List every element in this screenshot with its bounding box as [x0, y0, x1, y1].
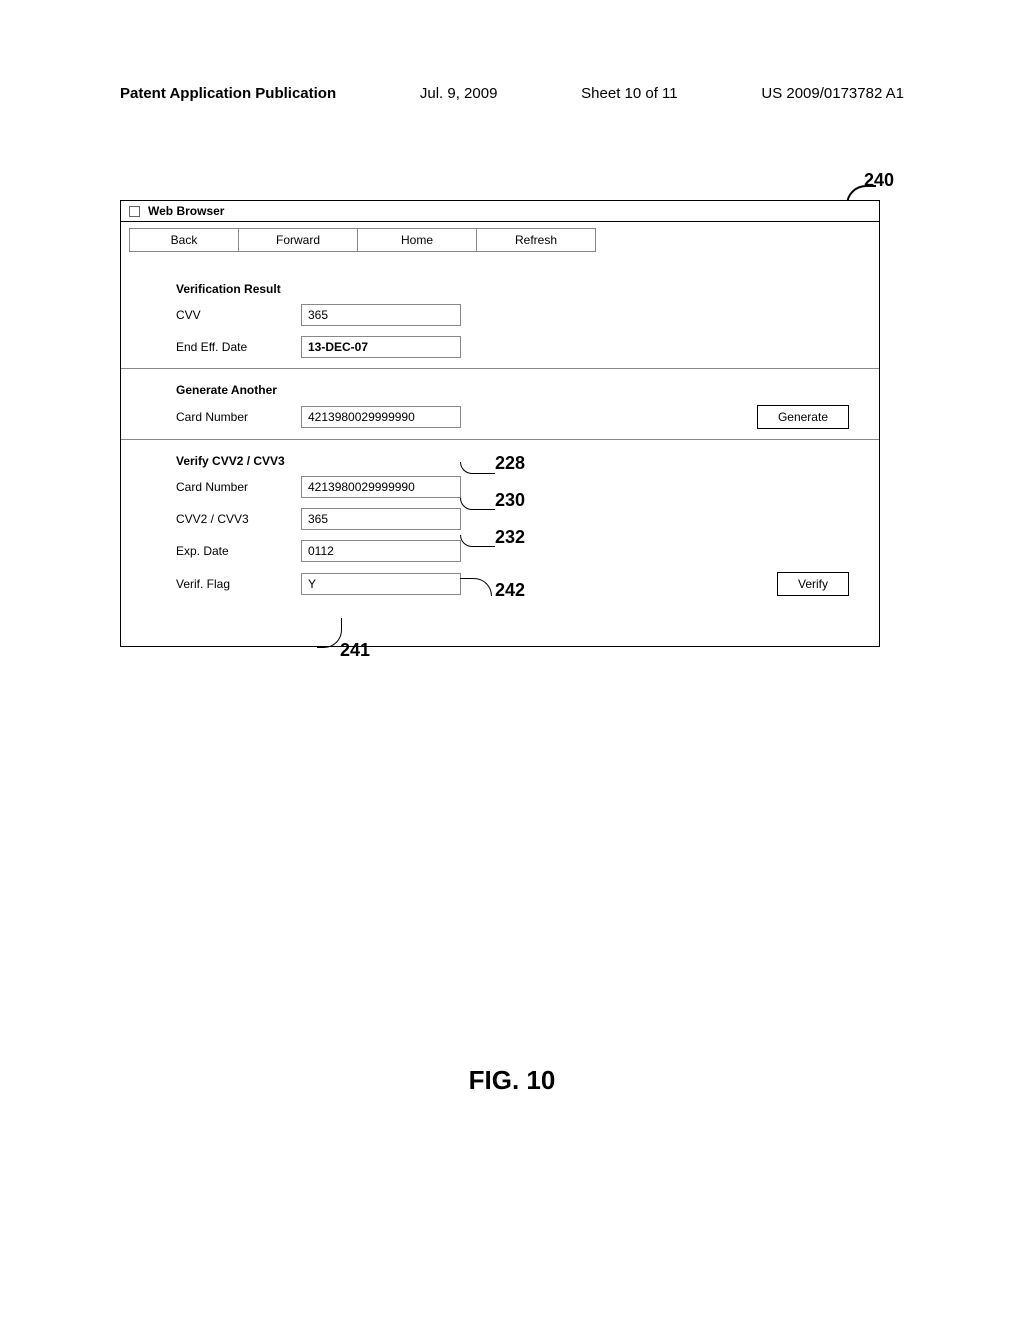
ref-232-label: 232	[495, 527, 525, 548]
publication-date: Jul. 9, 2009	[420, 85, 498, 102]
cvv-output[interactable]	[301, 304, 461, 326]
exp-date-label: Exp. Date	[176, 544, 301, 558]
ref-232-connector	[460, 535, 495, 547]
generate-button[interactable]: Generate	[757, 405, 849, 429]
verif-flag-input[interactable]	[301, 573, 461, 595]
refresh-button[interactable]: Refresh	[476, 228, 596, 252]
ref-228-connector	[460, 462, 495, 474]
generate-another-title: Generate Another	[176, 383, 859, 397]
ref-230-connector	[460, 498, 495, 510]
generate-card-input[interactable]	[301, 406, 461, 428]
verify-cvv-label: CVV2 / CVV3	[176, 512, 301, 526]
forward-button[interactable]: Forward	[238, 228, 358, 252]
cvv-row: CVV	[176, 304, 859, 326]
verification-result-title: Verification Result	[176, 282, 859, 296]
verify-cvv-input[interactable]	[301, 508, 461, 530]
publication-type: Patent Application Publication	[120, 85, 336, 102]
browser-toolbar: Back Forward Home Refresh	[121, 222, 879, 258]
exp-date-input[interactable]	[301, 540, 461, 562]
figure-caption: FIG. 10	[0, 1065, 1024, 1096]
home-button[interactable]: Home	[357, 228, 477, 252]
generate-card-row: Card Number Generate	[176, 405, 859, 429]
patent-header: Patent Application Publication Jul. 9, 2…	[0, 85, 1024, 102]
end-eff-date-output[interactable]	[301, 336, 461, 358]
browser-title-bar: Web Browser	[121, 201, 879, 222]
divider-2	[121, 439, 879, 440]
divider-1	[121, 368, 879, 369]
sheet-number: Sheet 10 of 11	[581, 85, 677, 102]
ref-228-label: 228	[495, 453, 525, 474]
ref-230-label: 230	[495, 490, 525, 511]
end-eff-date-label: End Eff. Date	[176, 340, 301, 354]
back-button[interactable]: Back	[129, 228, 239, 252]
verify-button[interactable]: Verify	[777, 572, 849, 596]
window-icon	[129, 206, 140, 217]
cvv-label: CVV	[176, 308, 301, 322]
end-eff-date-row: End Eff. Date	[176, 336, 859, 358]
verify-card-label: Card Number	[176, 480, 301, 494]
browser-title: Web Browser	[148, 204, 224, 218]
generate-card-label: Card Number	[176, 410, 301, 424]
ref-241-label: 241	[340, 640, 370, 661]
ref-242-label: 242	[495, 580, 525, 601]
verif-flag-label: Verif. Flag	[176, 577, 301, 591]
publication-number: US 2009/0173782 A1	[761, 85, 904, 102]
verify-card-input[interactable]	[301, 476, 461, 498]
